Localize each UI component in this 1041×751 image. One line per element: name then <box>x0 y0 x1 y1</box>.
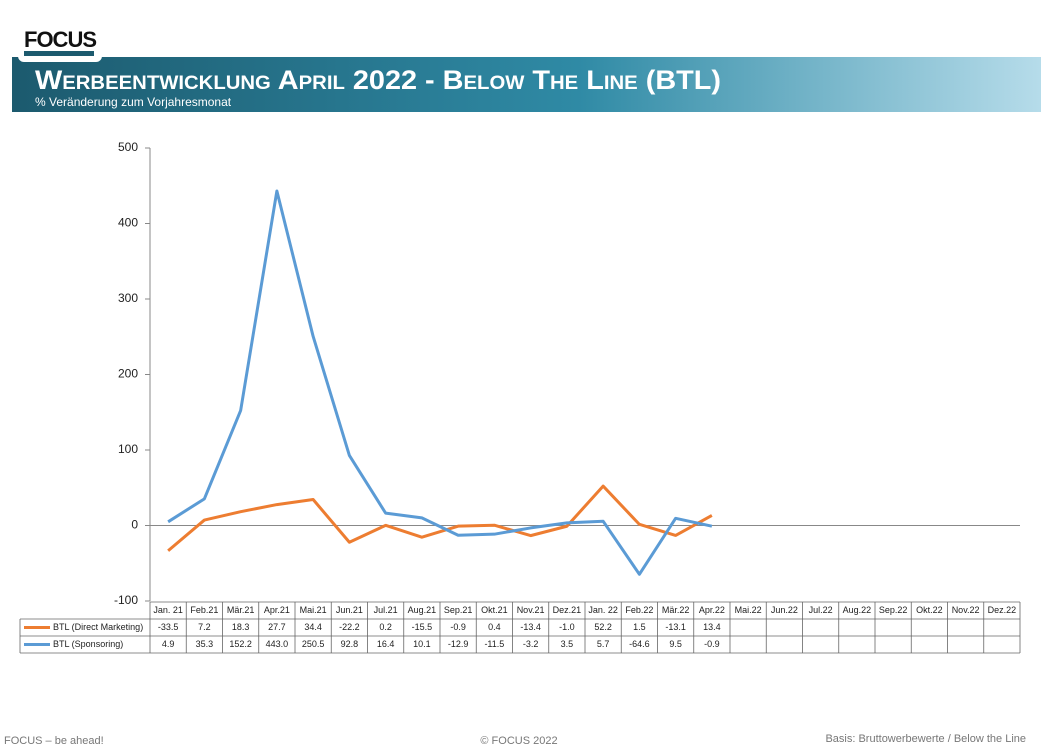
table-value: -11.5 <box>484 639 504 649</box>
y-tick-label: 200 <box>118 367 138 381</box>
x-tick-label: Jan. 21 <box>153 605 183 615</box>
x-tick-label: Aug.22 <box>843 605 872 615</box>
y-tick-label: 300 <box>118 291 138 305</box>
x-tick-label: Nov.22 <box>952 605 980 615</box>
chart: -100 0 100 200 300 400 500 Jan. 21 Feb.21 Mär.21 A… <box>19 140 1021 654</box>
logo: FOCUS <box>24 27 96 52</box>
x-tick-label: Okt.22 <box>916 605 943 615</box>
x-tick-label: Dez.21 <box>553 605 582 615</box>
x-tick-label: Dez.22 <box>988 605 1017 615</box>
table-value: 92.8 <box>341 639 359 649</box>
x-tick-label: Apr.22 <box>699 605 725 615</box>
table-value: -15.5 <box>412 622 433 632</box>
y-tick-label: 500 <box>118 140 138 154</box>
legend-label: BTL (Direct Marketing) <box>53 622 143 632</box>
footer-right: Basis: Bruttowerbewerte / Below the Line <box>825 733 1026 745</box>
table-value: -1.0 <box>559 622 575 632</box>
table-value: 4.9 <box>162 639 175 649</box>
table-value: 250.5 <box>302 639 325 649</box>
x-tick-label: Jun.22 <box>771 605 798 615</box>
table-value: 9.5 <box>669 639 682 649</box>
table-value: 7.2 <box>198 622 211 632</box>
y-tick-label: 0 <box>131 518 138 532</box>
x-tick-label: Feb.22 <box>625 605 653 615</box>
table-value: 3.5 <box>561 639 574 649</box>
table-value: 10.1 <box>413 639 431 649</box>
table-value: -12.9 <box>448 639 469 649</box>
x-tick-label: Feb.21 <box>190 605 218 615</box>
table-value: -64.6 <box>629 639 650 649</box>
table-value: -0.9 <box>450 622 466 632</box>
series-line <box>167 484 713 552</box>
footer-left: FOCUS – be ahead! <box>4 735 104 747</box>
x-tick-label: Jan. 22 <box>588 605 618 615</box>
x-tick-label: Sep.21 <box>444 605 473 615</box>
table-value: 18.3 <box>232 622 250 632</box>
title: Werbeentwicklung April 2022 - Below The … <box>35 65 721 95</box>
table-value: -13.4 <box>520 622 541 632</box>
logo-bar <box>24 51 94 56</box>
x-tick-label: Apr.21 <box>264 605 290 615</box>
table-value: 52.2 <box>594 622 612 632</box>
x-tick-label: Mär.21 <box>227 605 255 615</box>
table-value: -33.5 <box>158 622 179 632</box>
x-tick-label: Mär.22 <box>662 605 690 615</box>
table-value: -13.1 <box>665 622 686 632</box>
x-tick-label: Jul.22 <box>809 605 833 615</box>
table-value: -3.2 <box>523 639 539 649</box>
table-value: 34.4 <box>304 622 322 632</box>
table-value: 16.4 <box>377 639 395 649</box>
table-value: 5.7 <box>597 639 610 649</box>
series-line <box>167 189 713 576</box>
x-tick-label: Nov.21 <box>517 605 545 615</box>
footer-center: © FOCUS 2022 <box>480 735 557 747</box>
y-tick-label: -100 <box>114 593 138 607</box>
x-tick-label: Aug.21 <box>408 605 437 615</box>
header-band <box>12 57 1041 112</box>
table-value: -0.9 <box>704 639 720 649</box>
x-tick-label: Jul.21 <box>374 605 398 615</box>
x-tick-label: Okt.21 <box>481 605 508 615</box>
y-tick-label: 100 <box>118 442 138 456</box>
table-value: 1.5 <box>633 622 646 632</box>
table-value: 152.2 <box>229 639 252 649</box>
x-tick-label: Sep.22 <box>879 605 908 615</box>
x-tick-label: Mai.22 <box>735 605 762 615</box>
table-value: -22.2 <box>339 622 360 632</box>
table-value: 0.4 <box>488 622 501 632</box>
subtitle: % Veränderung zum Vorjahresmonat <box>35 95 232 109</box>
x-tick-label: Jun.21 <box>336 605 363 615</box>
table-value: 443.0 <box>266 639 289 649</box>
legend-label: BTL (Sponsoring) <box>53 639 123 649</box>
table-value: 27.7 <box>268 622 286 632</box>
x-tick-label: Mai.21 <box>300 605 327 615</box>
table-value: 13.4 <box>703 622 721 632</box>
y-tick-label: 400 <box>118 216 138 230</box>
table-value: 35.3 <box>196 639 214 649</box>
table-value: 0.2 <box>379 622 392 632</box>
